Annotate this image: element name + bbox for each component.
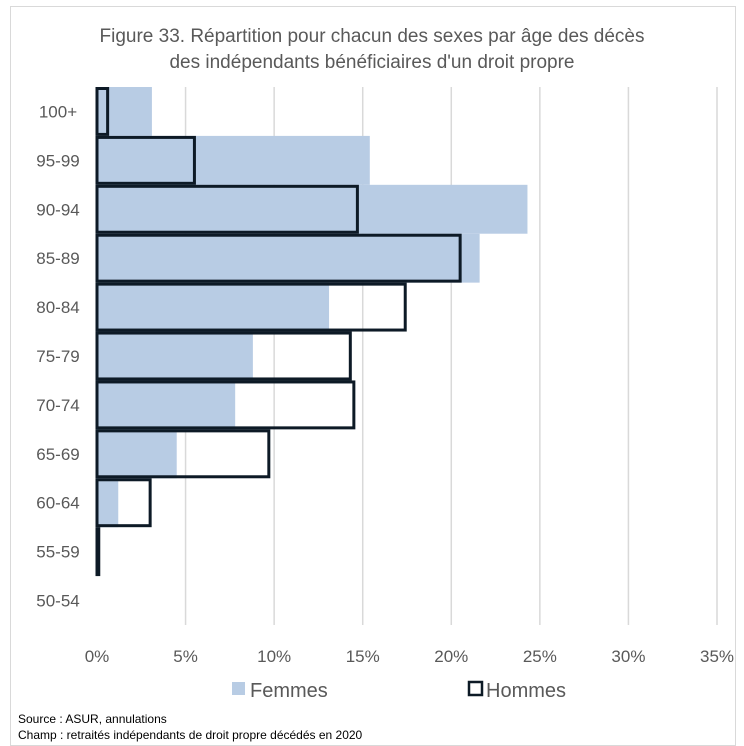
y-tick-label: 65-69 xyxy=(36,445,79,464)
source-notes: Source : ASUR, annulations Champ : retra… xyxy=(18,711,362,743)
y-tick-label: 90-94 xyxy=(36,200,79,219)
legend-swatch-hommes xyxy=(467,680,484,697)
x-tick-label: 5% xyxy=(173,647,198,666)
y-tick-label: 50-54 xyxy=(36,592,79,611)
x-tick-label: 0% xyxy=(85,647,110,666)
y-tick-label: 100+ xyxy=(39,102,77,121)
y-tick-label: 70-74 xyxy=(36,396,79,415)
bar-hommes-80-84 xyxy=(95,282,407,332)
legend-label-hommes: Hommes xyxy=(486,680,566,702)
bar-hommes-65-69 xyxy=(95,429,271,479)
y-tick-label: 60-64 xyxy=(36,494,79,513)
y-tick-label: 80-84 xyxy=(36,298,79,317)
bar-femmes-75-79 xyxy=(97,331,253,381)
legend-swatch-femmes xyxy=(232,682,245,695)
chart-title-line-2: des indépendants bénéficiaires d'un droi… xyxy=(169,52,575,73)
x-tick-label: 35% xyxy=(700,647,734,666)
y-tick-label: 75-79 xyxy=(36,347,79,366)
y-tick-label: 85-89 xyxy=(36,249,79,268)
bar-femmes-95-99 xyxy=(97,135,370,185)
bar-femmes-100+ xyxy=(97,87,152,136)
x-tick-label: 15% xyxy=(346,647,380,666)
bar-femmes-90-94 xyxy=(97,184,528,234)
scope-note: Champ : retraités indépendants de droit … xyxy=(18,728,363,742)
legend-label-femmes: Femmes xyxy=(250,680,328,702)
y-tick-label: 55-59 xyxy=(36,543,79,562)
bar-femmes-85-89 xyxy=(97,233,480,283)
bar-hommes-70-74 xyxy=(95,380,356,430)
x-tick-label: 30% xyxy=(611,647,645,666)
bar-femmes-80-84 xyxy=(97,282,330,332)
x-tick-label: 25% xyxy=(523,647,557,666)
bar-hommes-75-79 xyxy=(95,331,352,381)
bar-femmes-70-74 xyxy=(97,380,236,430)
bar-hommes-95-99 xyxy=(95,135,196,185)
y-tick-label: 95-99 xyxy=(36,151,79,170)
bar-hommes-55-59 xyxy=(95,527,101,577)
bar-hommes-100+ xyxy=(95,87,110,136)
chart-title-line-1: Figure 33. Répartition pour chacun des s… xyxy=(99,26,645,47)
bar-hommes-85-89 xyxy=(95,233,462,283)
x-tick-label: 10% xyxy=(257,647,291,666)
bar-femmes-60-64 xyxy=(97,478,119,528)
x-tick-label: 20% xyxy=(434,647,468,666)
bar-hommes-90-94 xyxy=(95,184,359,234)
chart-title: Figure 33. Répartition pour chacun des s… xyxy=(0,24,744,76)
source-note: Source : ASUR, annulations xyxy=(18,712,167,726)
bar-femmes-65-69 xyxy=(97,429,177,479)
bar-hommes-60-64 xyxy=(95,478,152,528)
